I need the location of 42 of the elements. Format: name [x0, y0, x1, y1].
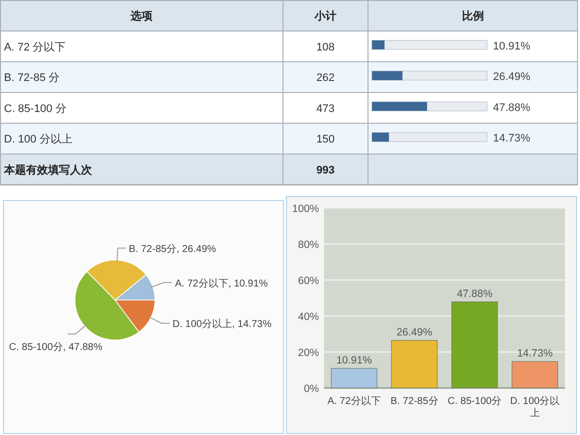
data-label: 14.73% — [517, 347, 553, 360]
data-label: 47.88% — [456, 288, 492, 300]
bar — [512, 361, 558, 388]
text: 262 — [316, 72, 335, 84]
y-tick-label: 40% — [298, 311, 319, 323]
bar — [372, 132, 389, 142]
text: 本题有效填写人次 — [3, 164, 93, 176]
text: 993 — [316, 164, 335, 176]
text: 150 — [316, 134, 335, 146]
y-tick-label: 20% — [298, 347, 319, 359]
slice-label: D. 100分以上, 14.73% — [172, 318, 272, 330]
y-tick-label: 80% — [298, 239, 319, 251]
bar — [330, 368, 378, 388]
text: 473 — [316, 102, 335, 115]
data-label: 10.91% — [493, 40, 531, 52]
slice-label: A. 72分以下, 10.91% — [174, 278, 268, 290]
y-tick-label: C. 85-100 分 — [4, 102, 66, 115]
bar — [372, 71, 402, 80]
data-label: 26.49% — [493, 71, 531, 84]
x-tick-label: A. 72分以下 — [327, 395, 381, 407]
x-axis-title: 比例 — [462, 10, 484, 22]
text: 108 — [316, 41, 335, 54]
bar — [391, 340, 438, 388]
slice-label: B. 72-85分, 26.49% — [128, 243, 216, 256]
y-tick-label: A. 72 分以下 — [4, 40, 66, 54]
x-tick-label: B. 72-85分 — [390, 395, 438, 407]
data-label: 10.91% — [336, 354, 372, 366]
data-label: 26.49% — [396, 326, 432, 338]
text: 小计 — [314, 10, 336, 22]
y-tick-label: B. 72-85 分 — [4, 72, 60, 84]
data-label: 14.73% — [493, 132, 531, 145]
slice-label: C. 85-100分, 47.88% — [9, 340, 102, 353]
bar — [451, 302, 498, 388]
y-tick-label: D. 100 分以上 — [4, 132, 72, 146]
x-tick-label: C. 85-100分 — [448, 395, 502, 407]
y-tick-label: 0% — [304, 383, 319, 395]
y-axis-title: 选项 — [130, 10, 154, 22]
x-tick-label: D. 100分以上 — [510, 395, 560, 419]
bar — [372, 40, 385, 50]
y-tick-label: 60% — [298, 275, 319, 287]
data-label: 47.88% — [493, 102, 531, 114]
y-tick-label: 100% — [292, 203, 319, 215]
